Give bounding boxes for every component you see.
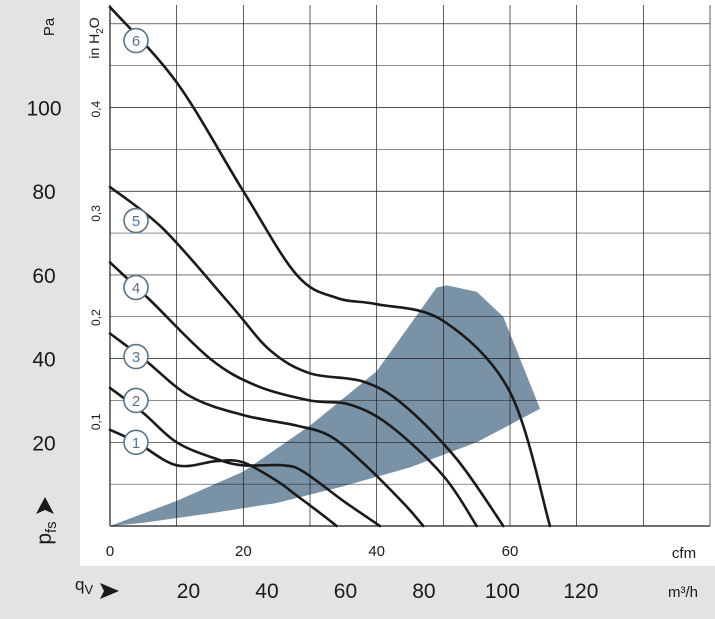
m3h-tick-label: 40 [255, 580, 278, 603]
curve-marker-circle [123, 27, 149, 54]
inh2o-label-main: in H [86, 34, 102, 59]
curve-marker-circle [123, 343, 149, 370]
curve-marker-label: 5 [132, 213, 140, 230]
pfs-axis-symbol: pfs [33, 521, 60, 544]
pfs-arrow-icon [36, 497, 54, 514]
qv-symbol-subscript: V [84, 582, 93, 597]
inh2o-label-subscript: 2 [95, 28, 106, 34]
curve-3 [108, 332, 425, 528]
curve-marker-circle [123, 429, 149, 456]
m3h-tick-label: 100 [485, 580, 520, 603]
pa-tick-label: 100 [26, 98, 61, 121]
bottom-axis-panel [0, 566, 715, 619]
curve-5 [108, 185, 505, 528]
curve-marker-5: 5 [123, 207, 149, 234]
curve-marker-label: 4 [132, 280, 140, 297]
curve-marker-1: 1 [123, 429, 149, 456]
inh2o-tick-label: 0,4 [89, 101, 103, 118]
curve-marker-6: 6 [123, 27, 149, 54]
qv-axis-symbol: qV [75, 575, 93, 597]
grid-lines [109, 5, 711, 526]
curve-marker-label: 6 [132, 33, 140, 50]
m3h-tick-label: 80 [412, 580, 435, 603]
curve-2 [108, 386, 382, 528]
cfm-tick-label: 0 [106, 543, 114, 560]
pfs-symbol-main: p [33, 533, 56, 545]
pa-tick-label: 80 [32, 181, 55, 204]
cfm-tick-label: 60 [502, 543, 519, 560]
operating-region [110, 285, 540, 526]
qv-arrow-icon [100, 583, 119, 599]
cfm-tick-label: 20 [235, 543, 252, 560]
pa-tick-label: 20 [32, 432, 55, 455]
qv-symbol-main: q [75, 575, 84, 594]
curves-group [108, 5, 552, 528]
m3h-tick-label: 60 [334, 580, 357, 603]
curve-marker-label: 3 [132, 349, 140, 366]
inh2o-tick-label: 0,3 [89, 205, 103, 222]
pa-unit-label: Pa [41, 17, 58, 36]
curve-marker-2: 2 [123, 387, 149, 414]
pfs-symbol-subscript: fs [43, 521, 60, 533]
curve-marker-circle [123, 387, 149, 414]
cfm-unit-label: cfm [672, 545, 696, 562]
curve-marker-circle [123, 207, 149, 234]
curve-6 [108, 5, 552, 528]
inh2o-label-tail: O [86, 17, 102, 28]
pa-tick-label: 60 [32, 265, 55, 288]
cfm-tick-label: 40 [368, 543, 385, 560]
inh2o-unit-label: in H2O [86, 17, 106, 58]
curve-marker-label: 1 [132, 435, 140, 452]
pa-tick-label: 40 [32, 349, 55, 372]
curve-marker-3: 3 [123, 343, 149, 370]
inh2o-tick-label: 0,2 [89, 309, 103, 326]
curve-1 [108, 428, 338, 528]
m3h-unit-label: m³/h [668, 584, 698, 601]
m3h-tick-label: 20 [177, 580, 200, 603]
curve-marker-label: 2 [132, 393, 140, 410]
curve-marker-circle [123, 274, 149, 301]
curve-4 [108, 261, 478, 528]
m3h-tick-label: 120 [563, 580, 598, 603]
inh2o-tick-label: 0,1 [89, 413, 103, 430]
left-axis-panel [0, 0, 80, 566]
curve-marker-4: 4 [123, 274, 149, 301]
